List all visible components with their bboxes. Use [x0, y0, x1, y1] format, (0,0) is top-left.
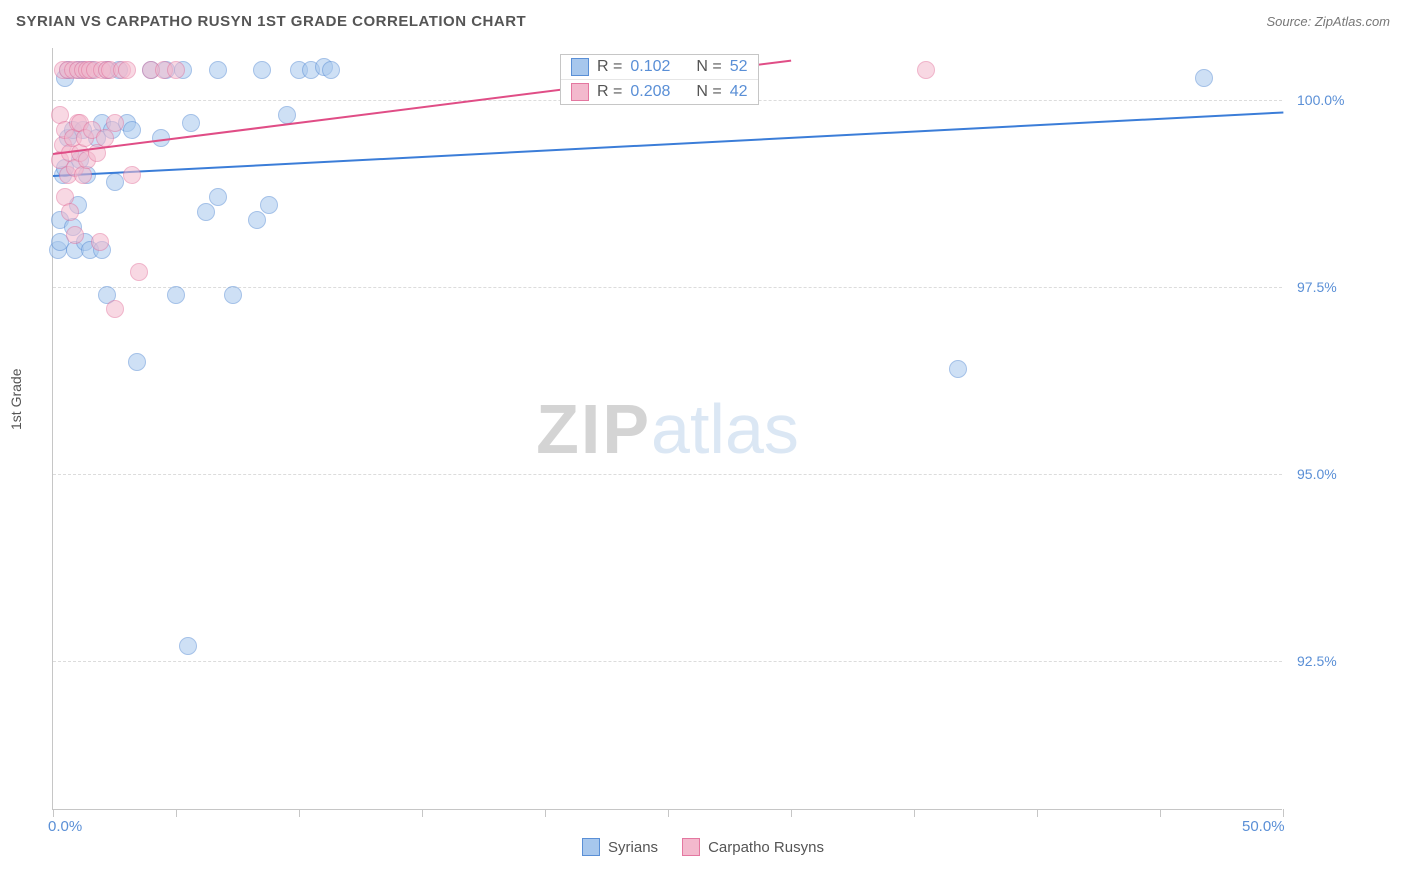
scatter-point	[91, 233, 109, 251]
y-axis-label: 1st Grade	[8, 369, 24, 430]
n-value: 42	[730, 83, 748, 101]
legend-stats-row: R = 0.208 N = 42	[561, 79, 758, 104]
scatter-point	[66, 226, 84, 244]
scatter-point	[197, 203, 215, 221]
x-tick	[1283, 809, 1284, 817]
legend-item: Carpatho Rusyns	[682, 838, 824, 856]
scatter-point	[209, 61, 227, 79]
y-tick-label: 100.0%	[1297, 92, 1344, 108]
legend-label: Syrians	[608, 839, 658, 856]
n-value: 52	[730, 58, 748, 76]
legend-label: Carpatho Rusyns	[708, 839, 824, 856]
n-label: N =	[696, 83, 721, 101]
x-tick	[1037, 809, 1038, 817]
legend-swatch	[682, 838, 700, 856]
x-tick	[914, 809, 915, 817]
y-tick-label: 92.5%	[1297, 653, 1337, 669]
chart-source: Source: ZipAtlas.com	[1266, 14, 1390, 29]
x-tick	[1160, 809, 1161, 817]
scatter-point	[61, 203, 79, 221]
r-value: 0.102	[630, 58, 670, 76]
scatter-point	[106, 114, 124, 132]
x-tick	[545, 809, 546, 817]
legend-swatch	[571, 58, 589, 76]
scatter-point	[179, 637, 197, 655]
r-value: 0.208	[630, 83, 670, 101]
scatter-point	[118, 61, 136, 79]
scatter-point	[917, 61, 935, 79]
legend-item: Syrians	[582, 838, 658, 856]
legend-swatch	[571, 83, 589, 101]
scatter-point	[322, 61, 340, 79]
scatter-point	[182, 114, 200, 132]
x-tick	[53, 809, 54, 817]
scatter-point	[106, 173, 124, 191]
scatter-point	[167, 61, 185, 79]
chart-title: SYRIAN VS CARPATHO RUSYN 1ST GRADE CORRE…	[16, 13, 526, 30]
x-tick	[791, 809, 792, 817]
legend-stats-row: R = 0.102 N = 52	[561, 55, 758, 79]
scatter-point	[209, 188, 227, 206]
scatter-point	[130, 263, 148, 281]
legend-swatch	[582, 838, 600, 856]
legend-bottom: Syrians Carpatho Rusyns	[0, 838, 1406, 856]
scatter-point	[260, 196, 278, 214]
x-tick	[668, 809, 669, 817]
gridline	[53, 661, 1282, 662]
r-label: R =	[597, 83, 622, 101]
scatter-point	[224, 286, 242, 304]
y-tick-label: 97.5%	[1297, 279, 1337, 295]
n-label: N =	[696, 58, 721, 76]
plot-area: 92.5%95.0%97.5%100.0% ZIPatlas	[52, 48, 1282, 810]
gridline	[53, 474, 1282, 475]
y-tick-label: 95.0%	[1297, 466, 1337, 482]
scatter-point	[1195, 69, 1213, 87]
x-tick-label: 50.0%	[1242, 818, 1285, 835]
legend-stats: R = 0.102 N = 52 R = 0.208 N = 42	[560, 54, 759, 105]
x-tick	[299, 809, 300, 817]
scatter-point	[106, 300, 124, 318]
r-label: R =	[597, 58, 622, 76]
scatter-point	[253, 61, 271, 79]
scatter-point	[248, 211, 266, 229]
x-tick-label: 0.0%	[48, 818, 82, 835]
trend-line	[53, 112, 1283, 177]
scatter-point	[949, 360, 967, 378]
chart-header: SYRIAN VS CARPATHO RUSYN 1ST GRADE CORRE…	[0, 0, 1406, 40]
scatter-point	[123, 121, 141, 139]
x-tick	[176, 809, 177, 817]
x-tick	[422, 809, 423, 817]
scatter-point	[167, 286, 185, 304]
scatter-point	[128, 353, 146, 371]
scatter-point	[123, 166, 141, 184]
